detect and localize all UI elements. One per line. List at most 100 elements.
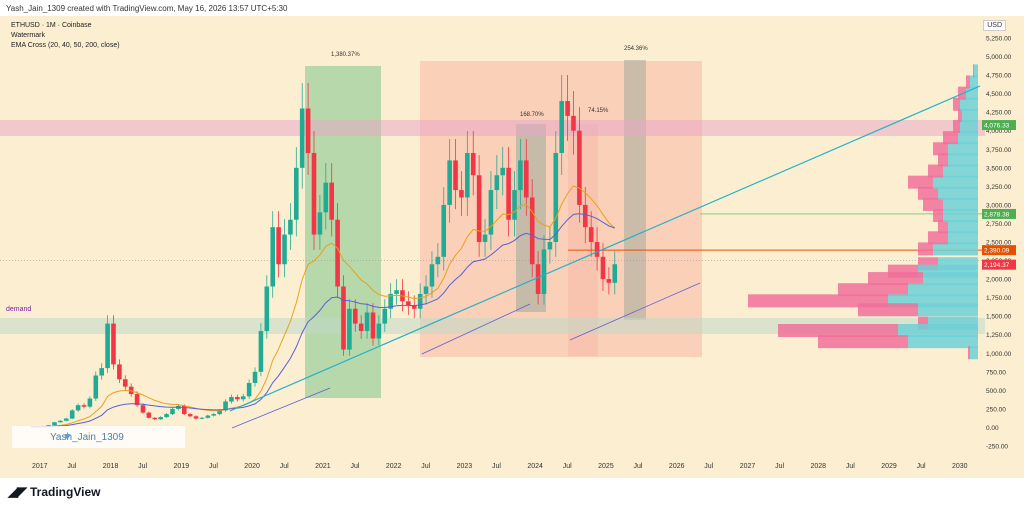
y-tick-label: 4,000.00 xyxy=(986,128,1012,135)
candle-body xyxy=(105,323,110,369)
volume-profile-bar xyxy=(918,316,928,330)
candle-body xyxy=(252,371,258,383)
candle-body xyxy=(364,312,370,332)
candle-body xyxy=(417,293,423,309)
candle-body xyxy=(406,301,411,306)
volume-profile-bar xyxy=(943,197,978,211)
price-chart[interactable]: -250.00 0.00 250.00 500.00 750.00 1,000.00 1,2… xyxy=(0,16,1024,478)
y-tick-label: 3,500.00 xyxy=(986,165,1012,172)
price-tag xyxy=(982,208,1016,219)
volume-profile-bar xyxy=(953,120,960,134)
y-tick-label: 3,750.00 xyxy=(986,147,1012,154)
candle-body xyxy=(152,417,158,420)
x-tick-label: 2026 xyxy=(669,463,685,470)
percent-annotation: 74.15% xyxy=(588,108,609,114)
volume-profile-bar xyxy=(933,209,943,223)
x-tick-label: 2020 xyxy=(244,463,260,470)
candle-body xyxy=(146,412,152,418)
x-tick-label: 2017 xyxy=(32,463,48,470)
volume-profile-bar xyxy=(943,209,978,223)
candle-body xyxy=(606,279,612,283)
candle-body xyxy=(535,264,541,294)
candle-body xyxy=(205,415,211,418)
candle-body xyxy=(376,323,382,339)
candle-body xyxy=(258,331,264,372)
x-tick-label: Jul xyxy=(421,463,430,470)
candle-body xyxy=(93,375,99,399)
volume-profile-bar xyxy=(923,197,943,211)
volume-profile-bar xyxy=(958,108,962,122)
candle-body xyxy=(347,308,352,350)
volume-profile-bar xyxy=(933,175,978,189)
candle-body xyxy=(577,130,582,205)
y-tick-label: 5,250.00 xyxy=(986,36,1012,43)
candle-body xyxy=(276,227,281,265)
candle-body xyxy=(447,160,452,205)
x-tick-label: 2030 xyxy=(952,463,968,470)
candle-body xyxy=(329,182,334,220)
candle-body xyxy=(470,152,476,176)
currency-button[interactable]: USD xyxy=(983,20,1006,31)
x-tick-label: Jul xyxy=(917,463,926,470)
candle-body xyxy=(128,386,134,395)
price-tag-label: 2,390.09 xyxy=(984,248,1010,255)
candle-body xyxy=(382,308,388,324)
candle-body xyxy=(140,405,146,413)
candle-body xyxy=(594,242,600,257)
volume-profile-bar xyxy=(948,142,978,156)
volume-profile-bar xyxy=(948,231,978,245)
tradingview-logo-icon: ◢◤ xyxy=(8,484,27,499)
candle-body xyxy=(435,256,441,265)
candle-body xyxy=(117,364,122,380)
x-tick-label: 2022 xyxy=(386,463,402,470)
candle-body xyxy=(235,397,240,400)
percent-annotation: 1,380.37% xyxy=(331,52,360,58)
volume-profile-bar xyxy=(960,120,978,134)
candle-body xyxy=(111,323,116,365)
candle-body xyxy=(99,368,104,376)
candle-body xyxy=(264,286,270,332)
candle-body xyxy=(500,167,506,176)
channel-line xyxy=(231,387,331,429)
candle-body xyxy=(465,152,470,198)
chart-frame: -250.00 0.00 250.00 500.00 750.00 1,000.00 1,2… xyxy=(0,16,1024,478)
y-tick-label: 500.00 xyxy=(986,388,1006,395)
volume-profile-bar xyxy=(778,324,898,338)
candle-body xyxy=(571,115,576,131)
volume-profile-bar xyxy=(818,335,908,349)
y-tick-label: 3,250.00 xyxy=(986,184,1012,191)
volume-profile-bar xyxy=(868,272,923,286)
volume-profile-bar xyxy=(918,242,933,256)
x-tick-label: 2029 xyxy=(881,463,897,470)
x-tick-label: 2023 xyxy=(457,463,473,470)
tradingview-footer[interactable]: ◢◤ TradingView xyxy=(8,484,100,500)
candle-body xyxy=(270,227,276,287)
y-tick-label: 3,000.00 xyxy=(986,202,1012,209)
volume-profile-bar xyxy=(928,231,948,245)
legend-symbol: ETHUSD · 1M · Coinbase xyxy=(11,22,92,29)
candle-body xyxy=(58,420,63,423)
percent-annotation: 168.70% xyxy=(520,112,544,118)
candle-body xyxy=(64,418,69,421)
candle-body xyxy=(529,197,535,265)
candle-body xyxy=(282,234,287,265)
candle-body xyxy=(288,219,293,235)
volume-profile-bar xyxy=(908,283,978,297)
volume-profile-bar xyxy=(958,131,978,145)
trendline-cyan xyxy=(229,85,981,412)
x-tick-label: Jul xyxy=(846,463,855,470)
candle-body xyxy=(612,264,618,283)
x-tick-label: Jul xyxy=(775,463,784,470)
ema-fast-line xyxy=(30,185,616,428)
y-tick-label: 4,500.00 xyxy=(986,91,1012,98)
candle-body xyxy=(600,256,606,280)
x-tick-label: Jul xyxy=(563,463,572,470)
volume-profile-bar xyxy=(948,220,978,234)
candle-body xyxy=(482,234,488,242)
grey-zone-2025 xyxy=(624,60,646,320)
volume-profile-bar xyxy=(958,86,966,100)
volume-profile-bar xyxy=(908,335,978,349)
candle-body xyxy=(294,167,299,220)
resistance-band xyxy=(0,120,985,136)
candle-body xyxy=(352,308,358,324)
